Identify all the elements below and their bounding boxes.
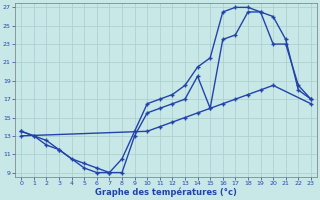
X-axis label: Graphe des températures (°c): Graphe des températures (°c) <box>95 188 237 197</box>
